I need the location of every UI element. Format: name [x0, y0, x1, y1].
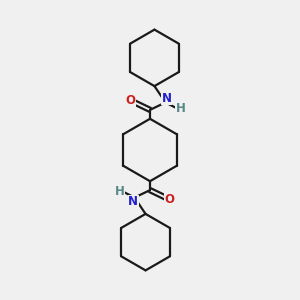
Text: O: O: [164, 193, 174, 206]
Text: N: N: [162, 92, 172, 105]
Text: O: O: [126, 94, 136, 107]
Text: H: H: [176, 103, 186, 116]
Text: H: H: [114, 184, 124, 197]
Text: N: N: [128, 195, 138, 208]
